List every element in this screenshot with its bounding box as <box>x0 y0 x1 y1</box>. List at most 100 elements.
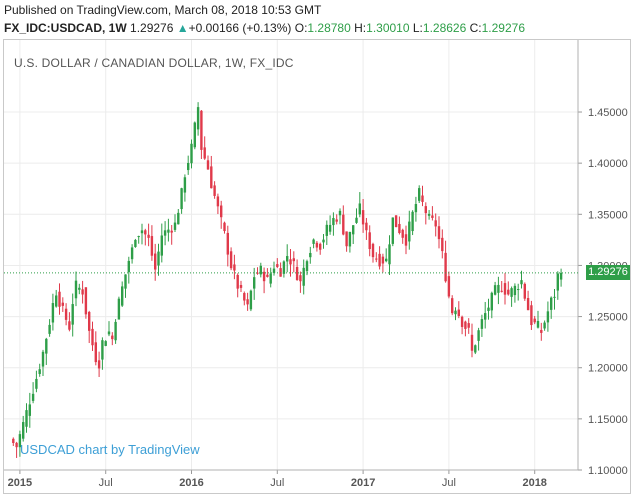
candle-body <box>45 338 48 354</box>
candle-body <box>190 143 193 164</box>
candle-body <box>401 229 404 238</box>
candle-body <box>111 335 114 340</box>
candle-body <box>249 290 253 310</box>
candle-body <box>484 313 487 320</box>
candle-body <box>451 298 454 314</box>
candle-body <box>160 235 163 256</box>
candle-body <box>114 321 117 341</box>
candle-body <box>154 253 157 270</box>
candle-body <box>259 265 262 275</box>
candle-body <box>533 318 536 323</box>
y-tick-label: 1.35000 <box>588 209 628 221</box>
candle-body <box>68 321 71 330</box>
candle-body <box>487 307 490 311</box>
candle-body <box>55 295 58 307</box>
chart-title: U.S. DOLLAR / CANADIAN DOLLAR, 1W, FX_ID… <box>14 56 294 70</box>
candle-body <box>253 277 256 289</box>
chart-frame <box>3 39 631 494</box>
candle-body <box>431 215 434 218</box>
candle-body <box>25 410 28 427</box>
candle-body <box>460 316 464 327</box>
candle-body <box>200 110 203 150</box>
candle-body <box>206 160 210 170</box>
candle-body <box>312 239 315 244</box>
open-value: 1.28780 <box>307 21 351 35</box>
candle-body <box>163 230 167 236</box>
candle-body <box>352 225 355 235</box>
candle-body <box>48 324 51 334</box>
candle-body <box>187 162 190 171</box>
candle-body <box>28 404 31 416</box>
last-price-tag: 1.29276 <box>586 264 630 280</box>
candle-body <box>41 351 45 367</box>
candle-body <box>404 234 408 246</box>
candle-body <box>137 236 140 238</box>
candle-body <box>226 232 229 255</box>
candle-body <box>177 212 180 225</box>
candle-body <box>540 329 543 333</box>
candle-body <box>523 283 526 299</box>
candle-body <box>394 215 398 228</box>
change-value: +0.00166 (+0.13%) <box>188 21 292 35</box>
candle-body <box>22 422 25 439</box>
candle-body <box>31 393 35 401</box>
candle-body <box>513 285 517 296</box>
candle-body <box>530 305 533 326</box>
candle-body <box>500 290 503 292</box>
candle-body <box>97 360 101 369</box>
candle-body <box>229 251 233 269</box>
candle-body <box>474 345 477 353</box>
candle-body <box>299 275 302 282</box>
candle-body <box>104 341 107 346</box>
y-tick-label: 1.15000 <box>588 414 628 426</box>
candle-body <box>147 234 150 238</box>
candle-body <box>58 291 61 307</box>
candle-body <box>286 256 289 262</box>
candle-body <box>127 260 130 273</box>
candle-body <box>134 239 137 247</box>
candle-body <box>319 243 322 250</box>
candle-body <box>526 297 530 311</box>
candle-body <box>444 252 447 282</box>
x-tick-label: Jul <box>442 477 456 489</box>
candle-body <box>150 236 154 256</box>
last-price: 1.29276 <box>130 21 174 35</box>
y-tick-label: 1.20000 <box>588 363 628 375</box>
candle-body <box>269 273 272 284</box>
candle-body <box>348 231 352 247</box>
high-label: H: <box>354 21 367 35</box>
candle-body <box>61 302 64 306</box>
candle-body <box>553 296 556 298</box>
watermark-link[interactable]: USDCAD chart by TradingView <box>20 442 200 457</box>
candle-body <box>556 273 559 291</box>
candle-body <box>18 434 22 448</box>
candle-body <box>325 224 328 236</box>
y-tick-label: 1.45000 <box>588 107 628 119</box>
candle-body <box>328 224 332 232</box>
candle-body <box>71 304 74 325</box>
candle-body <box>371 243 375 258</box>
candle-body <box>256 272 259 274</box>
candle-body <box>355 217 358 223</box>
candle-body <box>243 293 246 301</box>
candle-body <box>342 214 345 235</box>
candle-body <box>470 334 474 351</box>
candle-body <box>375 258 378 260</box>
candle-body <box>236 274 239 289</box>
candle-body <box>385 258 388 262</box>
candle-body <box>81 289 84 295</box>
candle-body <box>78 287 81 290</box>
quote-line: FX_IDC:USDCAD, 1W 1.29276 ▲+0.00166 (+0.… <box>4 21 525 35</box>
candle-body <box>414 204 418 213</box>
candle-body <box>262 271 266 282</box>
candle-body <box>124 274 127 289</box>
candle-body <box>12 438 15 444</box>
candle-body <box>358 203 361 215</box>
candle-body <box>140 230 144 234</box>
candle-body <box>536 321 540 328</box>
candle-body <box>546 311 550 323</box>
candle-body <box>490 292 493 311</box>
published-label: Published on TradingView.com, March 08, … <box>4 3 322 17</box>
candle-body <box>233 264 236 271</box>
